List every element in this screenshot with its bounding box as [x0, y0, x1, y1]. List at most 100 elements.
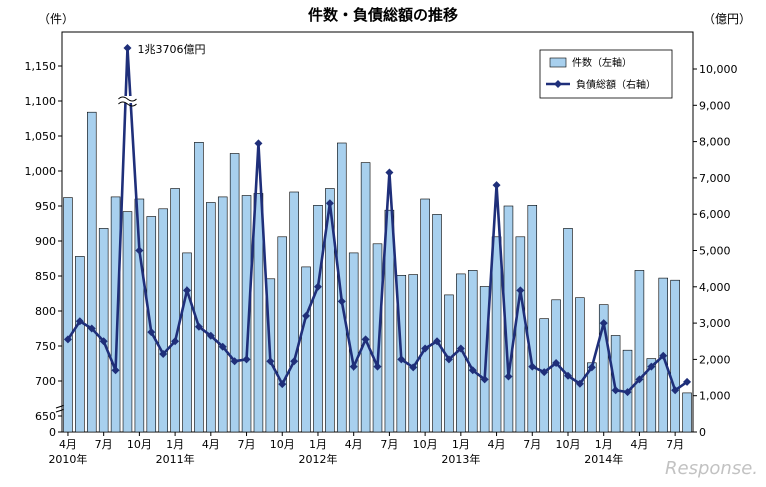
debt-point-2013-06 [516, 286, 525, 295]
bar-2011-01 [170, 188, 180, 433]
debt-point-2011-05 [218, 342, 227, 351]
x-month-label: 7月 [523, 438, 541, 451]
left-tick-label: 0 [49, 426, 56, 439]
x-year-label: 2010年 [48, 452, 87, 466]
legend-line-label: 負債総額（右軸） [576, 78, 656, 91]
bar-2011-03 [194, 142, 204, 433]
debt-point-2012-09 [409, 363, 418, 372]
left-tick-label: 1,100 [25, 95, 57, 108]
bar-2013-10 [563, 228, 573, 433]
debt-point-2010-12 [159, 349, 168, 358]
bar-2010-05 [75, 256, 85, 433]
right-tick-label: 0 [699, 426, 706, 439]
x-month-label: 1月 [452, 438, 470, 451]
debt-point-2012-07 [385, 168, 394, 177]
debt-point-2010-04 [63, 335, 72, 344]
debt-point-2013-12 [587, 363, 596, 372]
debt-point-2013-10 [563, 371, 572, 380]
watermark-logo: Response. [665, 458, 758, 479]
debt-point-2012-05 [361, 335, 370, 344]
bar-2013-07 [527, 205, 538, 433]
x-year-label: 2011年 [156, 452, 195, 466]
debt-point-2014-02 [611, 386, 620, 395]
right-tick-label: 4,000 [699, 281, 731, 294]
debt-point-2013-04 [492, 181, 501, 190]
debt-point-2012-06 [373, 362, 382, 371]
bar-2014-07 [670, 279, 680, 433]
x-year-label: 2012年 [298, 452, 337, 466]
bar-2012-09 [408, 274, 418, 433]
x-month-label: 10月 [413, 438, 438, 451]
x-month-label: 7月 [666, 438, 684, 451]
debt-point-2012-01 [313, 282, 322, 291]
peak-annotation: 1兆3706億円 [137, 43, 205, 56]
debt-point-2010-06 [87, 324, 96, 333]
debt-point-2013-05 [504, 372, 513, 381]
x-month-label: 4月 [630, 438, 648, 451]
x-month-label: 7月 [238, 438, 256, 451]
left-tick-label: 900 [35, 235, 56, 248]
bar-2014-04 [634, 270, 645, 433]
debt-point-2013-01 [456, 344, 465, 353]
bar-2011-12 [301, 266, 311, 433]
bar-2012-11 [432, 214, 442, 433]
debt-point-2013-08 [540, 368, 549, 377]
debt-point-2012-10 [421, 344, 430, 353]
bar-2014-05 [646, 358, 657, 433]
left-tick-label: 950 [35, 200, 56, 213]
bar-2012-12 [444, 294, 454, 433]
bar-2011-08 [253, 193, 264, 433]
bar-2013-11 [575, 297, 585, 433]
debt-point-2013-03 [480, 375, 489, 384]
left-tick-label: 650 [35, 410, 56, 423]
x-month-label: 1月 [595, 438, 613, 451]
x-month-label: 4月 [488, 438, 506, 451]
x-month-label: 7月 [95, 438, 113, 451]
right-tick-label: 1,000 [699, 390, 731, 403]
left-tick-label: 800 [35, 305, 56, 318]
left-tick-label: 850 [35, 270, 56, 283]
bar-2012-10 [420, 198, 430, 433]
x-month-label: 4月 [345, 438, 363, 451]
x-month-label: 1月 [166, 438, 184, 451]
debt-point-2014-03 [623, 388, 632, 397]
debt-point-2011-02 [183, 286, 192, 295]
bar-2011-10 [277, 236, 288, 433]
left-tick-label: 1,150 [25, 60, 57, 73]
legend-line-marker [554, 80, 562, 88]
debt-point-2012-02 [325, 199, 334, 208]
bar-2010-04 [63, 197, 73, 433]
debt-point-2014-04 [635, 375, 644, 384]
bar-2010-12 [158, 208, 168, 433]
debt-point-2011-03 [194, 322, 203, 331]
debt-point-2012-11 [433, 337, 442, 346]
left-tick-label: 750 [35, 340, 56, 353]
x-month-label: 10月 [127, 438, 152, 451]
right-tick-label: 6,000 [699, 208, 731, 221]
bar-2011-02 [182, 252, 192, 433]
debt-point-2014-05 [647, 362, 656, 371]
right-tick-label: 2,000 [699, 353, 731, 366]
legend-box [539, 49, 673, 99]
bar-2011-06 [229, 153, 240, 433]
right-tick-label: 3,000 [699, 317, 731, 330]
bar-2010-06 [87, 111, 97, 433]
bar-2013-04 [491, 236, 502, 433]
x-month-label: 10月 [270, 438, 295, 451]
bar-2010-07 [98, 228, 109, 433]
right-tick-label: 5,000 [699, 245, 731, 258]
left-axis-unit: （件） [38, 12, 75, 26]
x-month-label: 4月 [202, 438, 220, 451]
right-tick-label: 10,000 [699, 63, 738, 76]
debt-point-2012-03 [337, 297, 346, 306]
x-month-label: 1月 [309, 438, 327, 451]
left-tick-label: 1,050 [25, 130, 57, 143]
debt-point-2012-12 [444, 355, 453, 364]
debt-point-2012-04 [349, 362, 358, 371]
bar-2012-02 [325, 188, 335, 433]
debt-point-2013-09 [552, 359, 561, 368]
debt-point-2011-08 [254, 139, 263, 148]
bar-2014-08 [682, 392, 692, 433]
debt-point-2010-09 [123, 44, 132, 52]
